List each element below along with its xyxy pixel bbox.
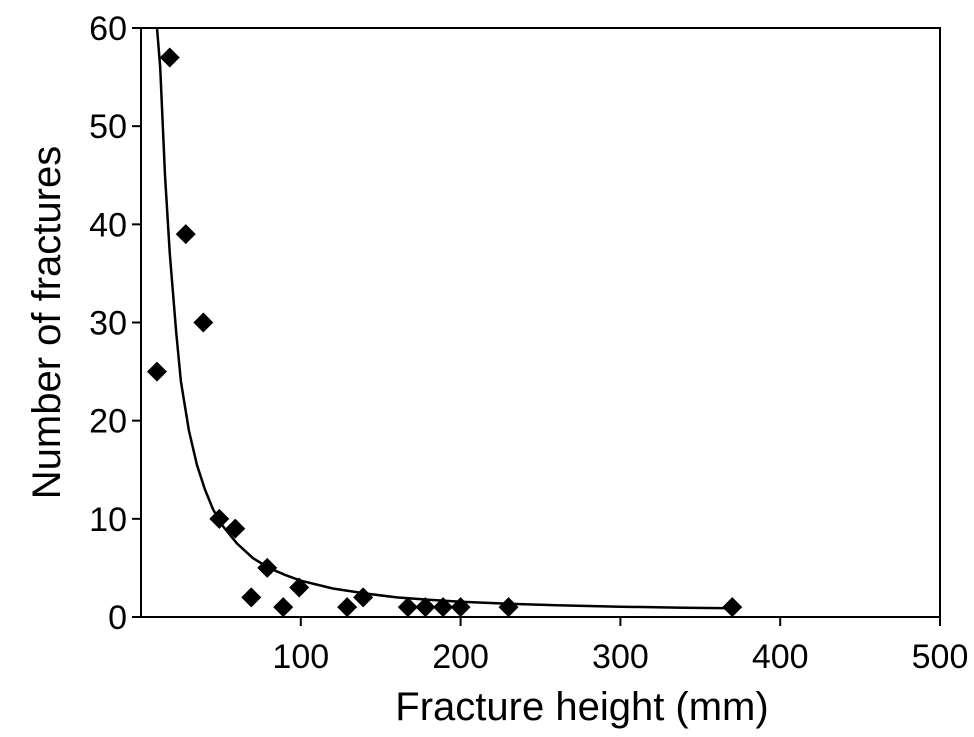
data-point: [353, 587, 374, 608]
y-tick-label: 20: [89, 403, 127, 441]
y-tick-label: 60: [89, 10, 127, 48]
y-tick-label: 30: [89, 305, 127, 343]
data-point: [397, 597, 418, 618]
x-tick-label: 100: [272, 638, 329, 676]
plot-area: [140, 27, 941, 618]
x-tick-label: 300: [592, 638, 649, 676]
data-point: [337, 597, 358, 618]
data-point: [193, 312, 214, 333]
data-points-layer: [146, 47, 743, 618]
data-point: [241, 587, 262, 608]
data-point: [257, 557, 278, 578]
data-point: [415, 597, 436, 618]
y-tick-label: 50: [89, 108, 127, 146]
data-point: [498, 597, 519, 618]
y-axis-title: Number of fractures: [25, 146, 69, 499]
x-axis: 100 200 300 400 500: [272, 617, 968, 676]
data-point: [175, 224, 196, 245]
data-point: [450, 597, 471, 618]
x-tick-label: 200: [432, 638, 489, 676]
y-tick-label: 40: [89, 206, 127, 244]
x-axis-title: Fracture height (mm): [395, 685, 768, 729]
data-point: [225, 518, 246, 539]
y-axis: 0 10 20 30 40 50 60: [89, 10, 141, 637]
trendline-layer: [155, 27, 733, 610]
data-point: [722, 597, 743, 618]
x-tick-label: 500: [912, 638, 969, 676]
x-tick-label: 400: [752, 638, 809, 676]
data-point: [273, 597, 294, 618]
y-tick-label: 0: [108, 599, 127, 637]
data-point: [209, 508, 230, 529]
plot-border: [140, 27, 941, 618]
data-point: [146, 361, 167, 382]
data-point: [289, 577, 310, 598]
y-tick-label: 10: [89, 501, 127, 539]
data-point: [159, 47, 180, 68]
trendline: [155, 27, 733, 610]
data-point: [433, 597, 454, 618]
